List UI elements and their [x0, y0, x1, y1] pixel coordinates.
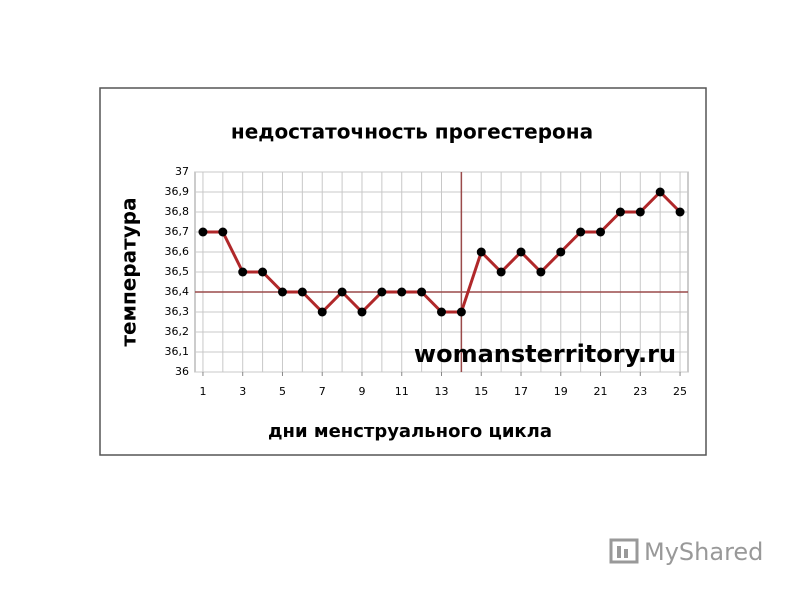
logo-icon	[609, 538, 639, 564]
data-point	[516, 247, 526, 257]
y-tick-label: 36,5	[165, 265, 190, 278]
data-point	[357, 307, 367, 317]
data-point	[635, 207, 645, 217]
x-axis-label: дни менструального цикла	[268, 421, 552, 442]
data-point	[476, 247, 486, 257]
data-point	[437, 307, 446, 317]
footer-logo: MyShared	[644, 538, 763, 566]
x-tick-label: 1	[199, 385, 206, 398]
x-tick-label: 23	[633, 385, 647, 398]
y-tick-label: 36,4	[165, 285, 190, 298]
data-point	[337, 287, 347, 297]
data-point	[377, 287, 387, 297]
x-tick-label: 21	[594, 385, 608, 398]
x-tick-label: 13	[435, 385, 449, 398]
data-point	[277, 287, 287, 297]
data-point	[198, 227, 208, 237]
x-tick-label: 3	[239, 385, 246, 398]
data-point	[238, 267, 248, 277]
data-point	[258, 267, 268, 277]
data-point	[417, 287, 427, 297]
y-tick-label: 36,7	[165, 225, 190, 238]
data-point	[655, 187, 665, 197]
y-tick-label: 36,6	[165, 245, 190, 258]
x-tick-label: 11	[395, 385, 409, 398]
y-tick-label: 36,9	[165, 185, 190, 198]
data-point	[317, 307, 327, 317]
watermark: womansterritory.ru	[414, 340, 676, 368]
data-point	[297, 287, 307, 297]
data-point	[576, 227, 586, 237]
y-tick-label: 36,8	[165, 205, 190, 218]
y-tick-label: 36,3	[165, 305, 190, 318]
data-point	[615, 207, 625, 217]
chart-title: недостаточность прогестерона	[231, 120, 593, 144]
x-tick-label: 5	[279, 385, 286, 398]
data-point	[397, 287, 407, 297]
x-tick-label: 19	[554, 385, 568, 398]
data-point	[596, 227, 606, 237]
y-tick-label: 36,1	[165, 345, 190, 358]
x-tick-label: 25	[673, 385, 687, 398]
y-tick-label: 36	[175, 365, 189, 378]
data-point	[536, 267, 546, 277]
x-tick-label: 15	[474, 385, 488, 398]
y-tick-label: 36,2	[165, 325, 190, 338]
data-point	[675, 207, 685, 217]
x-tick-label: 17	[514, 385, 528, 398]
data-point	[556, 247, 566, 257]
y-tick-label: 37	[175, 165, 189, 178]
x-tick-label: 9	[358, 385, 365, 398]
data-point	[496, 267, 506, 277]
data-point	[456, 307, 466, 317]
x-tick-label: 7	[319, 385, 326, 398]
y-axis-label: температура	[117, 197, 141, 346]
data-point	[218, 227, 228, 237]
